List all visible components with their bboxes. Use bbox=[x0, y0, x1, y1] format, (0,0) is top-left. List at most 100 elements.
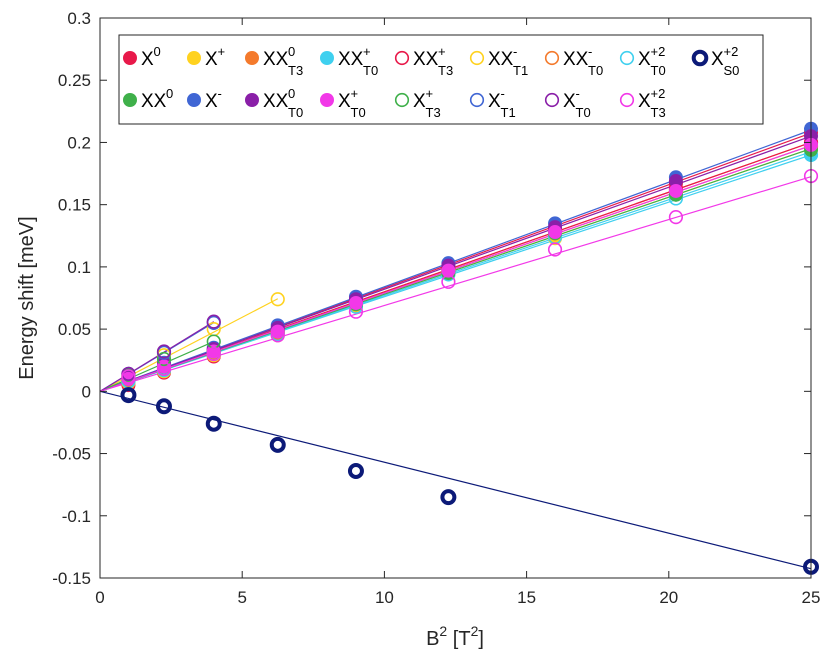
legend-label: XX0 T0 bbox=[263, 86, 303, 120]
data-point bbox=[156, 344, 172, 359]
series-X+2S0 bbox=[120, 387, 819, 575]
legend-label: XX0 T3 bbox=[263, 44, 303, 78]
data-point bbox=[155, 398, 172, 415]
data-point bbox=[668, 174, 683, 189]
legend-item-XX0T3: XX0 T3 bbox=[245, 44, 303, 78]
data-point bbox=[441, 263, 456, 278]
legend-label: X+ bbox=[205, 44, 225, 70]
x-tick-label: 0 bbox=[95, 588, 104, 607]
legend-item-XX0T0: XX0 T0 bbox=[245, 86, 303, 120]
y-tick-label: 0.05 bbox=[58, 320, 91, 339]
x-tick-label: 15 bbox=[517, 588, 536, 607]
y-tick-label: -0.15 bbox=[52, 569, 91, 588]
legend-item-X0: X0 bbox=[123, 44, 161, 70]
data-markers bbox=[120, 121, 819, 575]
legend-marker bbox=[619, 92, 635, 108]
legend-item-X+T3: X+ T3 bbox=[394, 86, 441, 120]
y-tick-label: -0.05 bbox=[52, 445, 91, 464]
legend-label: XX+ T0 bbox=[338, 44, 378, 78]
data-point bbox=[348, 304, 364, 319]
x-tick-label: 10 bbox=[375, 588, 394, 607]
legend-item-XX0: XX0 bbox=[123, 86, 173, 112]
legend-label: X0 bbox=[141, 44, 161, 70]
data-point bbox=[121, 369, 136, 384]
legend-item-X+: X+ bbox=[187, 44, 225, 70]
x-tick-label: 5 bbox=[237, 588, 246, 607]
legend-label: X+ T3 bbox=[413, 86, 441, 120]
legend-item-XX-T1: XX-T1 bbox=[469, 44, 528, 78]
y-tick-label: 0.1 bbox=[67, 258, 91, 277]
y-tick-label: 0.3 bbox=[67, 9, 91, 28]
data-point bbox=[441, 274, 456, 289]
data-point bbox=[269, 436, 286, 453]
data-point bbox=[205, 415, 222, 432]
data-point bbox=[206, 314, 221, 329]
x-axis-label: B2 [T2] bbox=[426, 623, 484, 650]
data-point bbox=[156, 351, 172, 367]
data-point bbox=[206, 346, 221, 362]
legend-label: X-T1 bbox=[488, 86, 516, 120]
y-tick-label: 0 bbox=[82, 382, 91, 401]
y-tick-label: -0.1 bbox=[62, 507, 91, 526]
legend-marker bbox=[320, 93, 334, 107]
legend-marker bbox=[187, 51, 201, 65]
x-tick-label: 25 bbox=[802, 588, 821, 607]
legend-label: X-T0 bbox=[563, 86, 591, 120]
legend-marker bbox=[544, 50, 560, 66]
legend-marker bbox=[394, 92, 410, 108]
legend-marker bbox=[245, 93, 259, 107]
legend-label: XX0 bbox=[141, 86, 173, 112]
data-point bbox=[347, 462, 364, 479]
x-tick-label: 20 bbox=[659, 588, 678, 607]
data-point bbox=[668, 183, 683, 198]
y-axis-label: Energy shift [meV] bbox=[16, 216, 38, 379]
legend-marker bbox=[123, 93, 137, 107]
legend-item-X-T1: X-T1 bbox=[469, 86, 516, 120]
legend-label: XX+ T3 bbox=[413, 44, 453, 78]
legend-box bbox=[118, 34, 764, 125]
legend-marker bbox=[619, 50, 635, 66]
fit-line-X-T0 bbox=[99, 321, 215, 392]
legend-item-X-: X- bbox=[187, 86, 222, 112]
data-point bbox=[548, 225, 563, 240]
legend-marker bbox=[469, 92, 485, 108]
legend-marker bbox=[187, 93, 201, 107]
legend-item-X+2T0: X+2 T0 bbox=[619, 44, 666, 78]
legend-label: X+2 T3 bbox=[638, 86, 666, 120]
legend-marker bbox=[123, 51, 137, 65]
data-point bbox=[270, 292, 285, 307]
legend-label: XX-T1 bbox=[488, 44, 528, 78]
data-point bbox=[120, 387, 137, 404]
x-axis-ticks: 0 5 10 15 20 25 bbox=[95, 18, 820, 607]
legend-marker bbox=[544, 92, 560, 108]
legend-item-X+2S0: X+2 S0 bbox=[691, 44, 739, 78]
data-point bbox=[270, 324, 285, 339]
fit-line-X+T3 bbox=[99, 341, 215, 392]
legend-item-XX+T3: XX+ T3 bbox=[394, 44, 453, 78]
legend-label: X+2 S0 bbox=[711, 44, 739, 78]
legend-item-XX-T0: XX-T0 bbox=[544, 44, 603, 78]
legend-item-XX+T0: XX+ T0 bbox=[320, 44, 378, 78]
legend-label: XX-T0 bbox=[563, 44, 603, 78]
legend: X0 X+ XX0 T3 XX+ T0 XX+ T3 XX-T1 XX-T0 X+2 T0 X+2 S0 X… bbox=[118, 34, 764, 125]
data-point bbox=[668, 210, 684, 225]
plot-frame bbox=[99, 17, 812, 579]
data-point bbox=[270, 328, 285, 343]
y-axis-ticks: -0.15 -0.1 -0.05 0 0.05 0.1 0.15 0.2 0.25 0.3 bbox=[52, 9, 811, 588]
legend-marker bbox=[394, 50, 410, 66]
y-tick-label: 0.25 bbox=[58, 71, 91, 90]
legend-marker bbox=[320, 51, 334, 65]
data-point bbox=[156, 361, 172, 377]
legend-marker bbox=[245, 51, 259, 65]
legend-label: X+2 T0 bbox=[638, 44, 666, 78]
legend-item-X-T0: X-T0 bbox=[544, 86, 591, 120]
y-tick-label: 0.15 bbox=[58, 196, 91, 215]
legend-marker bbox=[691, 49, 709, 67]
legend-label: X- bbox=[205, 86, 222, 112]
legend-item-X+2T3: X+2 T3 bbox=[619, 86, 666, 120]
legend-marker bbox=[469, 50, 485, 66]
y-tick-label: 0.2 bbox=[67, 133, 91, 152]
data-point bbox=[440, 489, 457, 506]
legend-label: X+ T0 bbox=[338, 86, 366, 120]
